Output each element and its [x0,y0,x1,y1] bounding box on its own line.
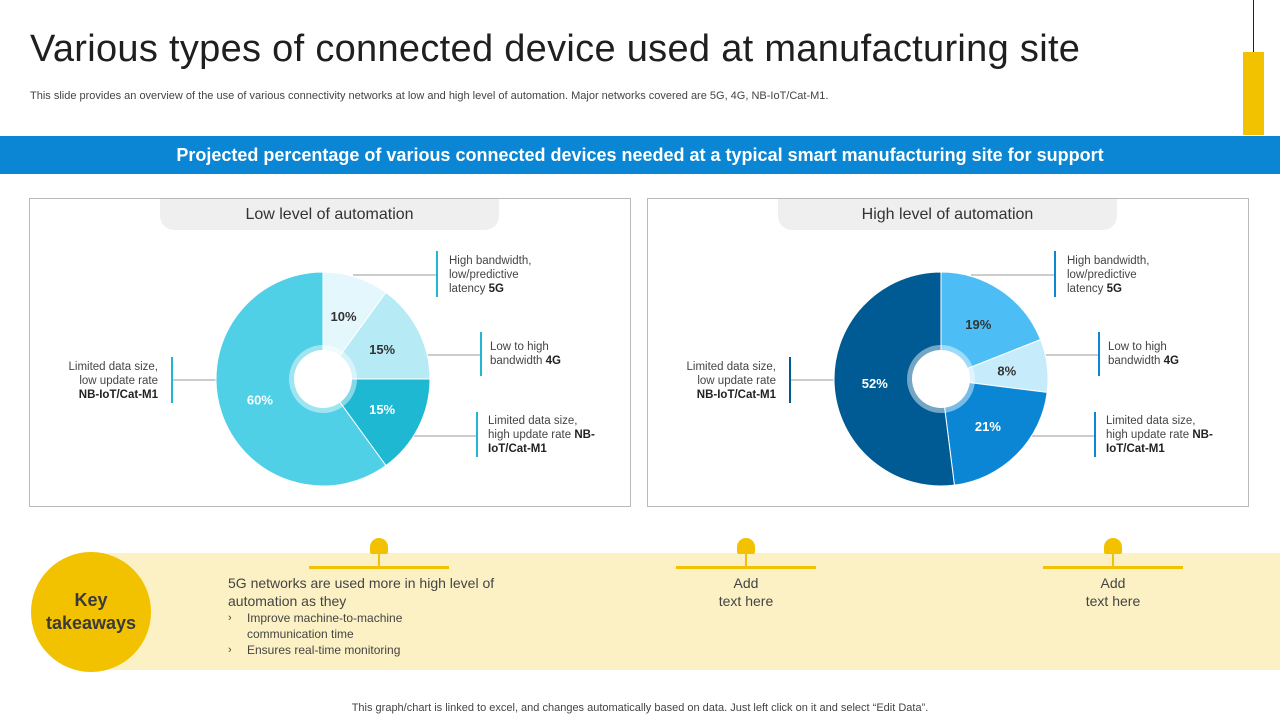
connector-accent [1054,251,1056,297]
ann-text: Limited data size, [686,361,777,373]
ann-text: Limited data size, [68,361,159,373]
connector-accent [171,357,173,403]
annotation-nbiot-high: Limited data size, high update rate NB- … [488,414,595,456]
divider [309,566,449,569]
pie-data-label: 21% [975,419,1001,434]
panel-heading: High level of automation [778,199,1117,230]
ann-text: low update rate [697,375,776,387]
panel-heading: Low level of automation [160,199,499,230]
pie-slice[interactable] [833,271,955,487]
top-decor-bar [1243,52,1264,135]
panel-high-automation: 19% 8% 21% 52% High level of automation Hig… [647,198,1249,507]
list-item: › Improve machine-to-machine communicatio… [228,610,447,642]
pin-icon [370,538,388,566]
divider [1043,566,1183,569]
ann-bold: NB- [1192,429,1213,441]
pin-icon [737,538,755,566]
pie-data-label: 8% [997,364,1016,379]
pie-slice[interactable] [322,291,431,380]
ann-text: bandwidth [1108,355,1164,367]
ann-text: bandwidth [490,355,546,367]
annotation-nbiot-high: Limited data size, high update rate NB- … [1106,414,1213,456]
annotation-5g: High bandwidth, low/predictive latency 5… [449,254,531,296]
pie-hole [912,350,970,408]
ann-text: Limited data size, [488,415,578,427]
ann-text: Low to high [490,341,549,353]
annotation-5g: High bandwidth, low/predictive latency 5… [1067,254,1149,296]
ann-text: high update rate [488,429,575,441]
pie-data-label: 60% [247,393,273,408]
ann-bold: 5G [1106,283,1122,295]
placeholder-text: Add [1100,575,1126,591]
pie-data-label: 15% [369,402,395,417]
page-subtitle: This slide provides an overview of the u… [30,90,829,102]
annotation-4g: Low to high bandwidth 4G [1108,340,1179,368]
ann-bold: IoT/Cat-M1 [488,443,547,455]
ann-bold: 5G [488,283,504,295]
ann-text: High bandwidth, [1067,255,1150,267]
ann-bold: 4G [1163,355,1179,367]
add-text-placeholder-1[interactable]: Add text here [676,574,816,610]
connector-accent [476,412,478,457]
placeholder-text: text here [718,593,774,609]
pin-icon [1104,538,1122,566]
bullet-text: Improve machine-to-machine communication… [247,611,403,641]
ann-bold: 4G [545,355,561,367]
panel-low-automation: 10% 15% 15% 60% Low level of automation Hig… [29,198,631,507]
placeholder-text: text here [1085,593,1141,609]
ann-text: Limited data size, [1106,415,1196,427]
divider [676,566,816,569]
ann-text: low/predictive [449,269,519,281]
chart-banner: Projected percentage of various connecte… [0,136,1280,174]
badge-text: takeaways [45,613,137,633]
takeaway-main-text: 5G networks are used more in high level … [228,575,495,609]
pie-data-label: 19% [965,317,991,332]
connector-accent [1094,412,1096,457]
ann-text: High bandwidth, [449,255,532,267]
bullet-text: Ensures real-time monitoring [247,643,401,657]
ann-bold: NB-IoT/Cat-M1 [696,389,776,401]
pie-data-label: 15% [369,342,395,357]
connector-accent [480,332,482,376]
chevron-right-icon: › [228,612,232,624]
annotation-4g: Low to high bandwidth 4G [490,340,561,368]
takeaway-bullets: › Improve machine-to-machine communicatio… [228,610,447,658]
ann-bold: NB- [574,429,595,441]
takeaway-band [90,553,1280,670]
ann-text: latency [1067,283,1107,295]
annotation-nbiot-low: Limited data size, low update rate NB-Io… [44,360,159,402]
footer-note: This graph/chart is linked to excel, and… [351,702,929,714]
banner-text: Projected percentage of various connecte… [176,144,1104,165]
connector-accent [789,357,791,403]
pie-hole [294,350,352,408]
pie-chart-low[interactable]: 10% 15% 15% 60% [30,199,632,508]
placeholder-text: Add [733,575,759,591]
ann-text: low/predictive [1067,269,1137,281]
pie-slice[interactable] [940,271,1042,380]
list-item: › Ensures real-time monitoring [228,642,447,658]
ann-text: latency [449,283,489,295]
connector-accent [1098,332,1100,376]
ann-text: high update rate [1106,429,1193,441]
key-takeaways-badge: Key takeaways [31,552,151,672]
ann-text: Low to high [1108,341,1167,353]
annotation-nbiot-low: Limited data size, low update rate NB-Io… [662,360,777,402]
page-title: Various types of connected device used a… [30,28,1081,70]
connector-accent [436,251,438,297]
pie-chart-high[interactable]: 19% 8% 21% 52% [648,199,1250,508]
pie-data-label: 10% [330,309,356,324]
top-decor-line [1253,0,1254,52]
chevron-right-icon: › [228,644,232,656]
ann-bold: NB-IoT/Cat-M1 [78,389,158,401]
pie-data-label: 52% [862,376,888,391]
badge-text: Key [74,590,108,610]
pie-slice[interactable] [322,378,431,467]
ann-bold: IoT/Cat-M1 [1106,443,1165,455]
ann-text: low update rate [79,375,158,387]
pie-slice[interactable] [940,378,1048,486]
add-text-placeholder-2[interactable]: Add text here [1043,574,1183,610]
